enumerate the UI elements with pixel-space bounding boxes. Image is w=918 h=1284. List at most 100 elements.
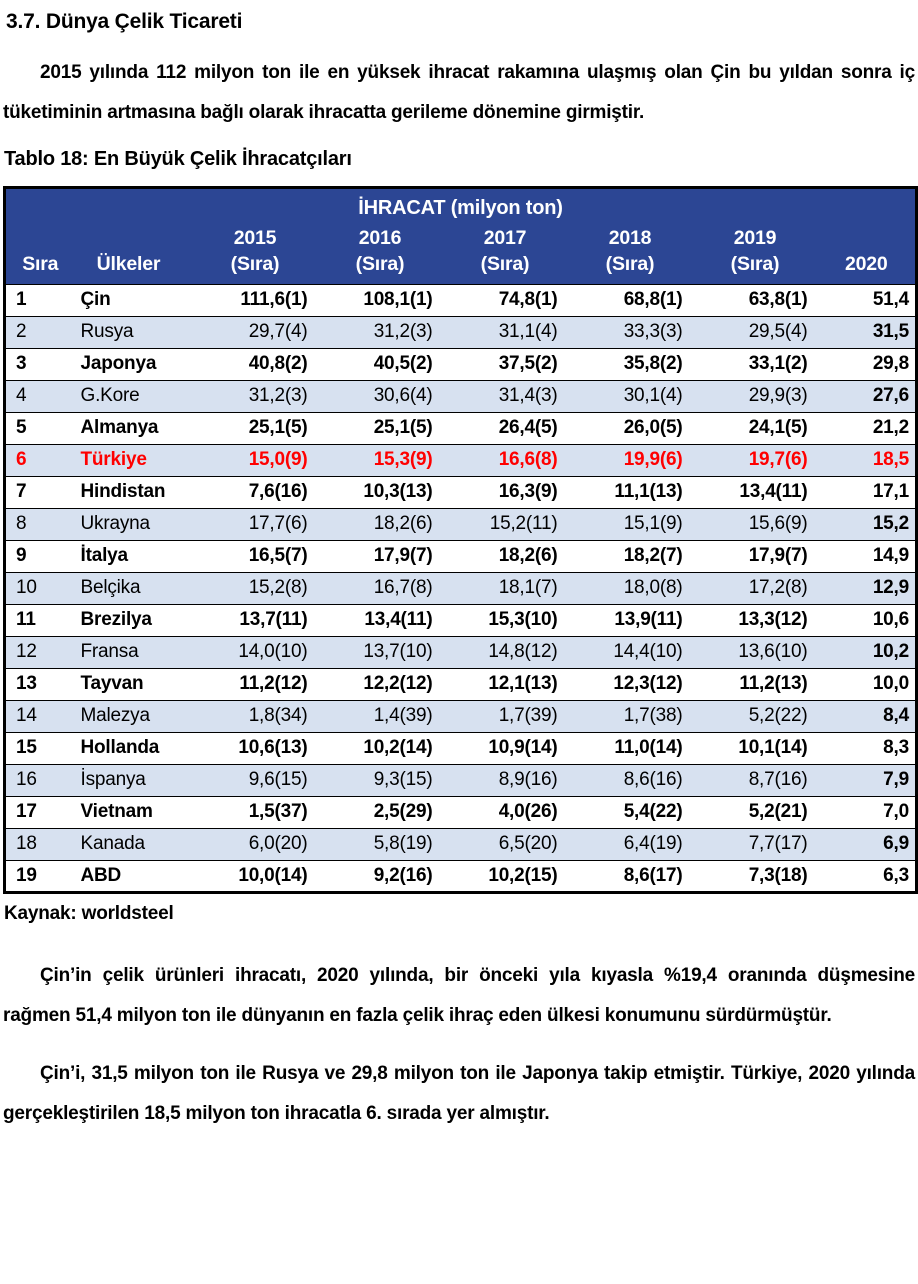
rank-cell: 5 (4, 411, 65, 444)
rank-cell: 11 (4, 603, 65, 636)
value-2020-cell: 21,2 (817, 411, 917, 444)
paragraph-china-2020: Çin’in çelik ürünleri ihracatı, 2020 yıl… (3, 964, 915, 1026)
rank-cell: 2 (4, 315, 65, 348)
value-cell: 9,6(15) (192, 763, 318, 796)
value-cell: 14,8(12) (442, 635, 568, 668)
value-cell: 74,8(1) (442, 283, 568, 316)
value-cell: 15,3(10) (442, 603, 568, 636)
value-2020-cell: 51,4 (817, 283, 917, 316)
col-header-2020: 2020 (817, 224, 917, 284)
value-cell: 26,0(5) (567, 411, 693, 444)
country-cell: Brezilya (64, 603, 193, 636)
col-header-country: Ülkeler (64, 224, 193, 284)
country-cell: Kanada (64, 827, 193, 860)
value-cell: 30,1(4) (567, 379, 693, 412)
value-cell: 40,8(2) (192, 347, 318, 380)
value-cell: 29,9(3) (692, 379, 818, 412)
value-cell: 10,2(15) (442, 859, 568, 892)
value-cell: 37,5(2) (442, 347, 568, 380)
value-cell: 6,5(20) (442, 827, 568, 860)
table-row: 2 Rusya 29,7(4) 31,2(3) 31,1(4) 33,3(3) … (4, 315, 917, 348)
value-cell: 12,1(13) (442, 667, 568, 700)
paragraph-intro: 2015 yılında 112 milyon ton ile en yükse… (3, 62, 915, 123)
table-row: 19 ABD 10,0(14) 9,2(16) 10,2(15) 8,6(17)… (4, 859, 917, 892)
table-row: 16 İspanya 9,6(15) 9,3(15) 8,9(16) 8,6(1… (4, 763, 917, 796)
table-row: 6 Türkiye 15,0(9) 15,3(9) 16,6(8) 19,9(6… (4, 443, 917, 476)
col-header-2018: 2018 (Sıra) (567, 224, 693, 284)
table-row: 12 Fransa 14,0(10) 13,7(10) 14,8(12) 14,… (4, 635, 917, 668)
value-cell: 10,9(14) (442, 731, 568, 764)
country-cell: Tayvan (64, 667, 193, 700)
country-cell: Çin (64, 283, 193, 316)
country-cell: Hindistan (64, 475, 193, 508)
table-header-span-title: İHRACAT (milyon ton) (4, 187, 917, 225)
value-cell: 13,7(10) (317, 635, 443, 668)
col-header-2019-label: 2019 (733, 226, 777, 249)
value-cell: 19,7(6) (692, 443, 818, 476)
country-cell: Malezya (64, 699, 193, 732)
col-header-2020-label: 2020 (844, 252, 888, 275)
value-cell: 25,1(5) (192, 411, 318, 444)
value-2020-cell: 14,9 (817, 539, 917, 572)
value-cell: 2,5(29) (317, 795, 443, 828)
value-2020-cell: 12,9 (817, 571, 917, 604)
value-cell: 9,2(16) (317, 859, 443, 892)
value-cell: 13,4(11) (317, 603, 443, 636)
value-cell: 30,6(4) (317, 379, 443, 412)
value-2020-cell: 15,2 (817, 507, 917, 540)
value-cell: 17,9(7) (692, 539, 818, 572)
value-cell: 14,0(10) (192, 635, 318, 668)
value-cell: 8,6(17) (567, 859, 693, 892)
value-cell: 15,2(11) (442, 507, 568, 540)
country-cell: İspanya (64, 763, 193, 796)
value-cell: 5,8(19) (317, 827, 443, 860)
table-row: 14 Malezya 1,8(34) 1,4(39) 1,7(39) 1,7(3… (4, 699, 917, 732)
value-cell: 13,4(11) (692, 475, 818, 508)
value-cell: 13,7(11) (192, 603, 318, 636)
value-cell: 18,0(8) (567, 571, 693, 604)
rank-cell: 17 (4, 795, 65, 828)
value-2020-cell: 7,9 (817, 763, 917, 796)
value-cell: 11,2(12) (192, 667, 318, 700)
rank-cell: 16 (4, 763, 65, 796)
rank-cell: 8 (4, 507, 65, 540)
country-cell: Vietnam (64, 795, 193, 828)
table-row: 1 Çin 111,6(1) 108,1(1) 74,8(1) 68,8(1) … (4, 283, 917, 316)
col-header-2019-sub: (Sıra) (730, 252, 780, 275)
col-header-2018-label: 2018 (608, 226, 652, 249)
value-cell: 19,9(6) (567, 443, 693, 476)
value-cell: 12,2(12) (317, 667, 443, 700)
value-cell: 15,2(8) (192, 571, 318, 604)
table-row: 7 Hindistan 7,6(16) 10,3(13) 16,3(9) 11,… (4, 475, 917, 508)
value-cell: 10,0(14) (192, 859, 318, 892)
value-cell: 10,1(14) (692, 731, 818, 764)
col-header-2015-sub: (Sıra) (230, 252, 280, 275)
col-header-2016: 2016 (Sıra) (317, 224, 443, 284)
value-cell: 11,1(13) (567, 475, 693, 508)
rank-cell: 18 (4, 827, 65, 860)
country-cell: Fransa (64, 635, 193, 668)
country-cell: G.Kore (64, 379, 193, 412)
value-2020-cell: 18,5 (817, 443, 917, 476)
table-row: 15 Hollanda 10,6(13) 10,2(14) 10,9(14) 1… (4, 731, 917, 764)
value-cell: 6,4(19) (567, 827, 693, 860)
rank-cell: 6 (4, 443, 65, 476)
country-cell: Ukrayna (64, 507, 193, 540)
value-cell: 16,3(9) (442, 475, 568, 508)
value-cell: 8,9(16) (442, 763, 568, 796)
value-cell: 16,5(7) (192, 539, 318, 572)
steel-exporters-table: İHRACAT (milyon ton) Sıra Ülkeler 2015 (S… (3, 186, 918, 894)
country-cell: İtalya (64, 539, 193, 572)
value-cell: 18,1(7) (442, 571, 568, 604)
rank-cell: 15 (4, 731, 65, 764)
value-cell: 6,0(20) (192, 827, 318, 860)
col-header-2018-sub: (Sıra) (605, 252, 655, 275)
value-cell: 29,5(4) (692, 315, 818, 348)
col-header-2017-label: 2017 (483, 226, 527, 249)
country-cell: Almanya (64, 411, 193, 444)
rank-cell: 3 (4, 347, 65, 380)
section-heading: 3.7. Dünya Çelik Ticareti (6, 10, 243, 33)
table-body: 1 Çin 111,6(1) 108,1(1) 74,8(1) 68,8(1) … (4, 283, 917, 892)
source-label: Kaynak: (4, 902, 77, 924)
value-cell: 26,4(5) (442, 411, 568, 444)
